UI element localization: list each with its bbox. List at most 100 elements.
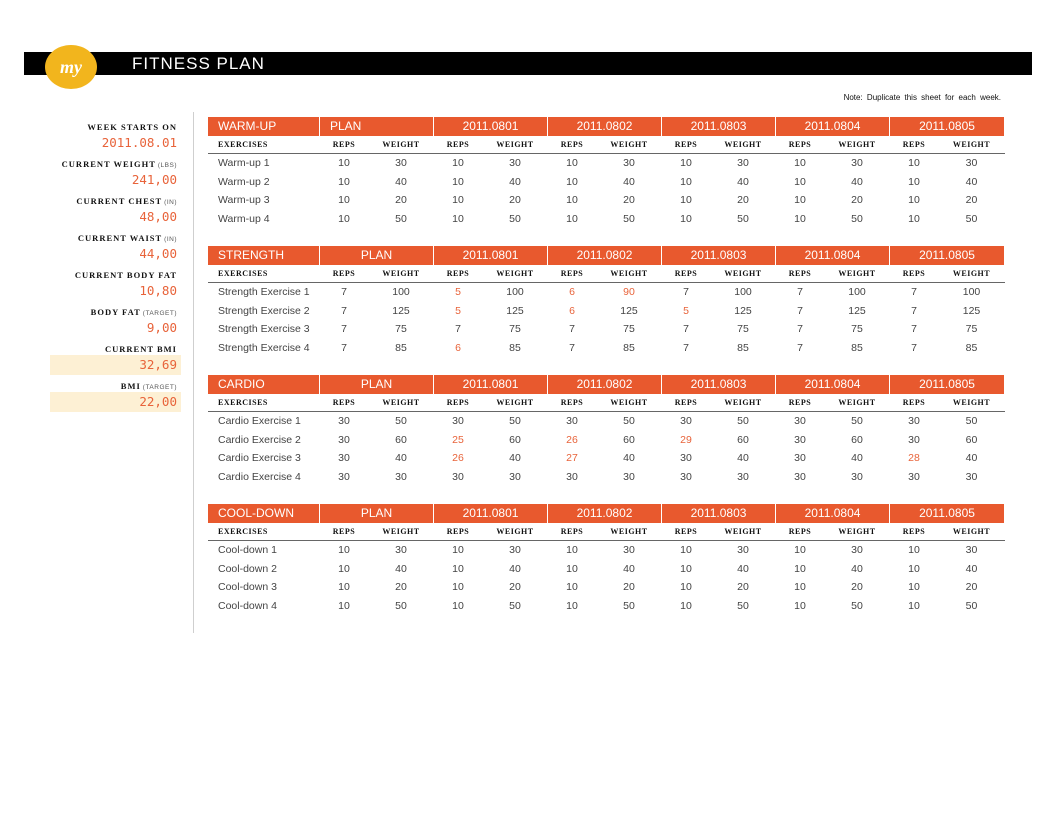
weight-cell[interactable]: 40 bbox=[965, 175, 978, 188]
reps-cell[interactable]: 10 bbox=[566, 599, 578, 612]
reps-cell[interactable]: 7 bbox=[683, 341, 689, 354]
exercise-name[interactable]: Cool-down 2 bbox=[218, 562, 277, 575]
weight-cell[interactable]: 40 bbox=[395, 452, 407, 464]
weight-cell[interactable]: 30 bbox=[737, 470, 749, 483]
reps-cell[interactable]: 10 bbox=[452, 212, 464, 225]
weight-cell[interactable]: 50 bbox=[851, 212, 863, 225]
reps-cell[interactable]: 10 bbox=[794, 599, 806, 612]
weight-cell[interactable]: 20 bbox=[965, 194, 978, 206]
weight-cell[interactable]: 30 bbox=[851, 157, 863, 169]
weight-cell[interactable]: 50 bbox=[737, 212, 749, 225]
weight-cell[interactable]: 75 bbox=[395, 323, 407, 335]
weight-cell[interactable]: 60 bbox=[737, 433, 749, 446]
weight-cell[interactable]: 75 bbox=[737, 323, 749, 335]
weight-cell[interactable]: 50 bbox=[965, 599, 978, 612]
reps-cell[interactable]: 30 bbox=[680, 452, 692, 464]
weight-cell[interactable]: 20 bbox=[623, 581, 635, 593]
weight-cell[interactable]: 40 bbox=[851, 562, 863, 575]
weight-cell[interactable]: 75 bbox=[623, 323, 635, 335]
reps-cell[interactable]: 10 bbox=[566, 194, 578, 206]
reps-cell[interactable]: 6 bbox=[569, 286, 575, 298]
stat-value[interactable]: 32,69 bbox=[50, 355, 181, 375]
weight-cell[interactable]: 30 bbox=[851, 470, 863, 483]
reps-cell[interactable]: 7 bbox=[911, 341, 917, 354]
reps-cell[interactable]: 7 bbox=[683, 286, 689, 298]
reps-cell[interactable]: 30 bbox=[680, 470, 692, 483]
reps-cell[interactable]: 27 bbox=[566, 452, 578, 464]
reps-cell[interactable]: 7 bbox=[797, 304, 803, 317]
weight-cell[interactable]: 100 bbox=[392, 286, 410, 298]
weight-cell[interactable]: 30 bbox=[965, 470, 978, 483]
weight-cell[interactable]: 50 bbox=[965, 212, 978, 225]
weight-cell[interactable]: 40 bbox=[395, 562, 407, 575]
weight-cell[interactable]: 50 bbox=[395, 212, 407, 225]
reps-cell[interactable]: 10 bbox=[680, 175, 692, 188]
reps-cell[interactable]: 30 bbox=[452, 470, 464, 483]
exercise-name[interactable]: Warm-up 1 bbox=[218, 157, 270, 169]
weight-cell[interactable]: 30 bbox=[623, 470, 635, 483]
stat-value[interactable]: 48,00 bbox=[139, 209, 177, 224]
reps-cell[interactable]: 10 bbox=[338, 562, 350, 575]
weight-cell[interactable]: 30 bbox=[965, 544, 978, 556]
exercise-name[interactable]: Cardio Exercise 1 bbox=[218, 415, 301, 427]
exercise-name[interactable]: Strength Exercise 3 bbox=[218, 323, 310, 335]
weight-cell[interactable]: 40 bbox=[737, 452, 749, 464]
weight-cell[interactable]: 40 bbox=[737, 175, 749, 188]
reps-cell[interactable]: 10 bbox=[908, 562, 920, 575]
reps-cell[interactable]: 10 bbox=[794, 581, 806, 593]
weight-cell[interactable]: 20 bbox=[851, 194, 863, 206]
weight-cell[interactable]: 50 bbox=[509, 599, 521, 612]
exercise-name[interactable]: Warm-up 4 bbox=[218, 212, 270, 225]
weight-cell[interactable]: 40 bbox=[623, 175, 635, 188]
weight-cell[interactable]: 20 bbox=[623, 194, 635, 206]
weight-cell[interactable]: 30 bbox=[965, 157, 978, 169]
weight-cell[interactable]: 100 bbox=[848, 286, 866, 298]
reps-cell[interactable]: 30 bbox=[680, 415, 692, 427]
weight-cell[interactable]: 50 bbox=[737, 415, 749, 427]
reps-cell[interactable]: 10 bbox=[566, 544, 578, 556]
weight-cell[interactable]: 40 bbox=[509, 452, 521, 464]
exercise-name[interactable]: Cool-down 3 bbox=[218, 581, 277, 593]
reps-cell[interactable]: 7 bbox=[341, 323, 347, 335]
reps-cell[interactable]: 30 bbox=[908, 433, 920, 446]
reps-cell[interactable]: 10 bbox=[794, 157, 806, 169]
weight-cell[interactable]: 40 bbox=[737, 562, 749, 575]
weight-cell[interactable]: 50 bbox=[509, 212, 521, 225]
reps-cell[interactable]: 10 bbox=[338, 581, 350, 593]
reps-cell[interactable]: 10 bbox=[680, 599, 692, 612]
reps-cell[interactable]: 10 bbox=[680, 212, 692, 225]
weight-cell[interactable]: 60 bbox=[509, 433, 521, 446]
reps-cell[interactable]: 30 bbox=[794, 433, 806, 446]
weight-cell[interactable]: 30 bbox=[623, 157, 635, 169]
reps-cell[interactable]: 7 bbox=[911, 286, 917, 298]
weight-cell[interactable]: 60 bbox=[623, 433, 635, 446]
weight-cell[interactable]: 20 bbox=[851, 581, 863, 593]
exercise-name[interactable]: Cardio Exercise 2 bbox=[218, 433, 301, 446]
weight-cell[interactable]: 20 bbox=[509, 194, 521, 206]
weight-cell[interactable]: 40 bbox=[851, 452, 863, 464]
stat-value[interactable]: 44,00 bbox=[139, 246, 177, 261]
reps-cell[interactable]: 10 bbox=[338, 175, 350, 188]
reps-cell[interactable]: 10 bbox=[338, 157, 350, 169]
reps-cell[interactable]: 30 bbox=[338, 470, 350, 483]
reps-cell[interactable]: 5 bbox=[455, 286, 461, 298]
weight-cell[interactable]: 30 bbox=[509, 157, 521, 169]
reps-cell[interactable]: 7 bbox=[341, 341, 347, 354]
reps-cell[interactable]: 10 bbox=[908, 544, 920, 556]
exercise-name[interactable]: Warm-up 3 bbox=[218, 194, 270, 206]
weight-cell[interactable]: 50 bbox=[509, 415, 521, 427]
weight-cell[interactable]: 20 bbox=[395, 194, 407, 206]
weight-cell[interactable]: 30 bbox=[737, 157, 749, 169]
reps-cell[interactable]: 29 bbox=[680, 433, 692, 446]
reps-cell[interactable]: 10 bbox=[680, 157, 692, 169]
stat-value[interactable]: 9,00 bbox=[146, 320, 177, 335]
reps-cell[interactable]: 30 bbox=[794, 470, 806, 483]
reps-cell[interactable]: 5 bbox=[455, 304, 461, 317]
reps-cell[interactable]: 10 bbox=[908, 194, 920, 206]
reps-cell[interactable]: 10 bbox=[338, 194, 350, 206]
weight-cell[interactable]: 50 bbox=[395, 415, 407, 427]
reps-cell[interactable]: 10 bbox=[908, 175, 920, 188]
reps-cell[interactable]: 10 bbox=[680, 562, 692, 575]
reps-cell[interactable]: 7 bbox=[455, 323, 461, 335]
reps-cell[interactable]: 30 bbox=[452, 415, 464, 427]
